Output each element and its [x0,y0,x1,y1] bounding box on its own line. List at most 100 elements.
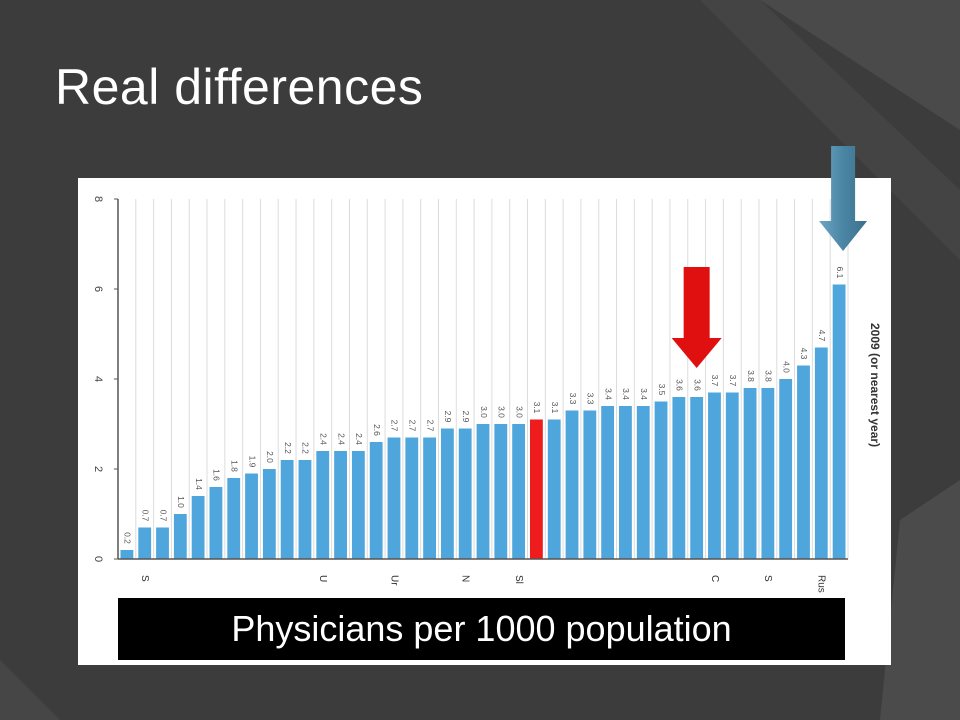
slide-title: Real differences [55,59,424,115]
bar-value-label: 3.0 [514,406,524,418]
category-label: U [317,575,328,582]
bar [547,419,561,559]
caption-text: Physicians per 1000 population [231,608,732,649]
category-label: Sl [513,575,524,584]
red-down-arrow [671,267,722,368]
bar-value-label: 2.6 [372,424,382,436]
bar-value-label: 3.7 [728,375,738,387]
bar [156,527,169,559]
bar-value-label: 3.4 [603,388,613,400]
bar [797,365,810,559]
bar [173,514,187,559]
caption-box: Physicians per 1000 population [118,598,845,660]
bar-value-label: 2.7 [390,420,400,432]
category-label: S [139,575,150,582]
bar [280,460,294,559]
bar-value-labels: 0.2 0.7 0.7 1.0 1.4 1.6 1.8 1.9 2.0 2.2 2.2 2.4 2.4 2… [123,267,845,545]
y-tick-label: 6 [92,286,104,292]
bar-value-label: 0.7 [140,510,150,522]
bar-value-label: 3.8 [764,370,774,382]
bar [779,379,793,559]
bar-value-label: 3.4 [639,388,649,400]
bar [120,550,134,559]
bar-value-label: 1.8 [229,460,239,472]
bar [494,424,508,559]
bar [245,473,258,559]
bar [708,392,721,559]
bar [512,424,526,559]
bar-value-label: 3.1 [532,402,542,414]
category-label: C [709,575,720,582]
bar [672,397,686,559]
bar-value-label: 3.0 [479,406,489,418]
bar-value-label: 2.4 [319,433,329,445]
category-label: S [762,575,773,582]
bar-value-label: 3.0 [497,406,507,418]
bar-value-label: 2.2 [283,442,293,454]
bar-value-label: 3.3 [586,393,596,405]
category-label: Ur [388,575,399,586]
bar [619,406,632,559]
category-label: Rus [816,575,827,593]
bar-value-label: 2.9 [461,411,471,423]
bar [743,388,757,559]
chart-panel: 0.2 0.7 0.7 1.0 1.4 1.6 1.8 1.9 2.0 2.2 2.2 2.4 2.4 2… [78,146,891,665]
bar [636,406,650,559]
bar [387,437,401,559]
bar [814,347,828,559]
bar-value-label: 1.9 [247,456,257,468]
highlighted-bar [530,419,543,559]
arrows [671,146,868,368]
bar [690,397,704,559]
category-labels: S U Ur N Sl C S Rus [139,575,827,593]
bar-value-label: 3.1 [550,402,560,414]
bar [369,442,383,559]
bar-value-label: 2.4 [336,433,346,445]
y-tick-label: 2 [92,466,104,472]
category-label: N [460,575,471,582]
bar [654,401,668,559]
bar [725,392,739,559]
decorative-shape [880,480,960,720]
bar [138,527,152,559]
bar-value-label: 2.7 [425,420,435,432]
bar-value-label: 2.0 [265,451,275,463]
bar-value-label: 3.7 [710,375,720,387]
decorative-shape [0,660,60,720]
bar [298,460,312,559]
bar-value-label: 4.3 [799,348,809,360]
bar [458,428,472,559]
bar-value-label: 0.7 [158,510,168,522]
bar-value-label: 3.5 [657,384,667,396]
bar-value-label: 2.2 [301,442,311,454]
bar [351,451,365,559]
bar [227,478,241,559]
bar-value-label: 3.6 [692,379,702,391]
bar-chart: 0.2 0.7 0.7 1.0 1.4 1.6 1.8 1.9 2.0 2.2 2.2 2.4 2.4 2… [92,146,882,593]
bar-value-label: 0.2 [123,532,133,544]
gridlines [117,199,849,559]
decorative-shape [700,0,960,260]
bar [191,496,205,559]
bar [316,451,330,559]
bars [120,284,846,559]
bar-value-label: 1.0 [176,496,186,508]
blue-down-arrow [819,146,868,251]
bar [209,487,223,559]
bar [334,451,347,559]
y-axis: 0 2 4 6 8 [92,196,848,562]
series-label: 2009 (or nearest year) [868,323,882,447]
y-tick-label: 0 [92,556,104,562]
bar [476,424,490,559]
bar-value-label: 2.7 [408,420,418,432]
bar-value-label: 1.6 [212,469,222,481]
bar-value-label: 3.6 [675,379,685,391]
bar-value-label: 3.8 [746,370,756,382]
bar [565,410,579,559]
bar-value-label: 2.9 [443,411,453,423]
bar-value-label: 2.4 [354,433,364,445]
bar [423,437,436,559]
bar-value-label: 4.7 [817,330,827,342]
bar-value-label: 3.3 [568,393,578,405]
bar [761,388,775,559]
